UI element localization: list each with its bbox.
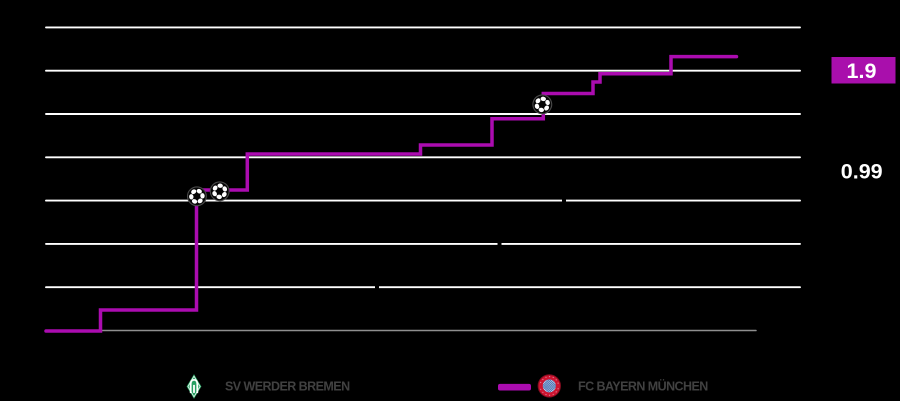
svg-text:0.99: 0.99 [841, 160, 883, 184]
svg-text:FC BAYERN MÜNCHEN: FC BAYERN MÜNCHEN [578, 378, 708, 393]
svg-text:1.9: 1.9 [847, 59, 877, 83]
svg-text:SV WERDER BREMEN: SV WERDER BREMEN [225, 379, 350, 393]
